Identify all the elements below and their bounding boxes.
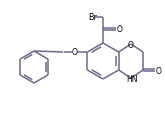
Text: HN: HN: [126, 74, 138, 83]
Text: O: O: [117, 25, 123, 34]
Text: O: O: [72, 48, 78, 57]
Text: O: O: [156, 66, 162, 75]
Text: Br: Br: [88, 13, 97, 22]
Text: O: O: [128, 40, 134, 49]
